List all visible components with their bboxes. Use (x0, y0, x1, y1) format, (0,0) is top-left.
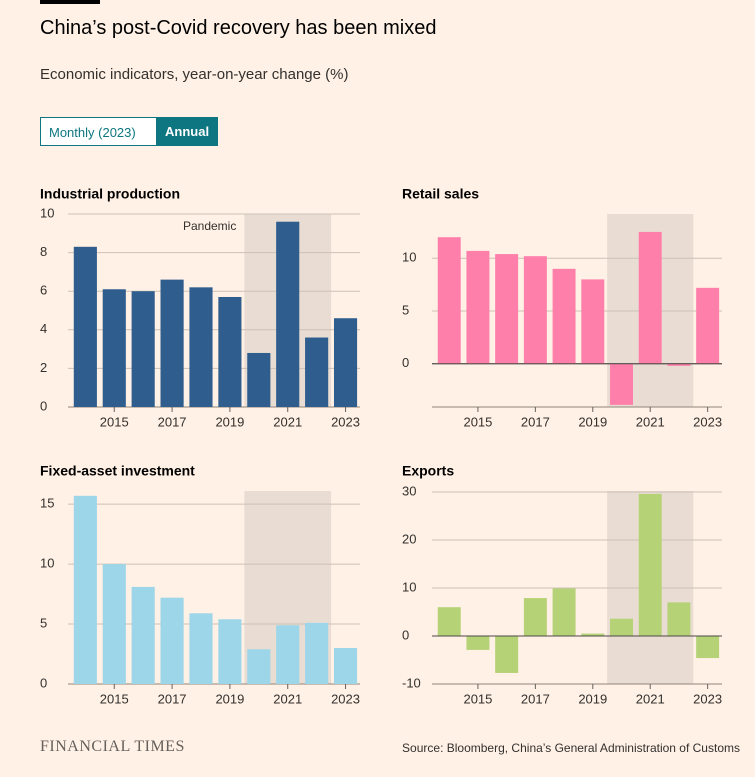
panel-title: Industrial production (40, 186, 180, 202)
x-tick-label: 2021 (636, 691, 665, 706)
y-tick-label: 4 (40, 321, 47, 336)
panel-title: Exports (402, 463, 454, 479)
bar (437, 237, 461, 364)
bar (495, 635, 519, 673)
bar (437, 607, 461, 636)
bar (696, 287, 720, 364)
y-tick-label: 10 (40, 556, 54, 571)
x-tick-label: 2021 (636, 414, 665, 429)
bar (276, 625, 300, 684)
x-tick-label: 2019 (215, 414, 244, 429)
bar (131, 291, 155, 407)
y-tick-label: 10 (402, 250, 416, 265)
bar (73, 495, 97, 684)
bar (552, 588, 576, 636)
bar (466, 635, 490, 650)
bar (610, 618, 633, 636)
x-tick-label: 2023 (331, 691, 360, 706)
bar (189, 613, 213, 684)
toggle-button[interactable]: Annual (157, 117, 218, 146)
bar (552, 268, 576, 364)
y-tick-label: 0 (402, 627, 409, 642)
x-tick-label: 2023 (331, 414, 360, 429)
x-tick-label: 2015 (463, 691, 492, 706)
y-tick-label: 5 (402, 302, 409, 317)
y-tick-label: 0 (40, 675, 47, 690)
toggle-button[interactable]: Monthly (2023) (40, 117, 157, 146)
panel-title: Retail sales (402, 186, 479, 202)
y-tick-label: 10 (402, 579, 416, 594)
y-tick-label: 20 (402, 531, 416, 546)
title: China’s post-Covid recovery has been mix… (40, 17, 437, 39)
bar (218, 619, 242, 684)
bar (131, 586, 155, 684)
bar (160, 279, 184, 407)
bar (610, 363, 633, 405)
y-tick-label: 6 (40, 283, 47, 298)
bar (247, 649, 271, 684)
y-tick-label: 8 (40, 244, 47, 259)
x-tick-label: 2015 (100, 414, 129, 429)
bar (102, 289, 126, 407)
x-tick-label: 2017 (521, 691, 550, 706)
y-tick-label: 15 (40, 496, 54, 511)
x-tick-label: 2019 (578, 691, 607, 706)
bar (638, 231, 662, 364)
bar (305, 622, 329, 684)
bar (581, 279, 605, 364)
y-tick-label: -10 (402, 675, 421, 690)
bar (73, 246, 97, 407)
bar (247, 352, 271, 407)
bar (466, 250, 490, 364)
bar (333, 648, 358, 684)
bar (305, 337, 329, 407)
x-tick-label: 2017 (521, 414, 550, 429)
x-tick-label: 2021 (273, 691, 302, 706)
x-tick-label: 2023 (693, 691, 722, 706)
source: Source: Bloomberg, China’s General Admin… (402, 741, 740, 755)
y-tick-label: 5 (40, 615, 47, 630)
y-tick-label: 0 (40, 398, 47, 413)
bar (218, 296, 242, 407)
y-tick-label: 2 (40, 360, 47, 375)
bar (523, 598, 547, 636)
pandemic-label: Pandemic (183, 219, 236, 233)
bar (102, 564, 126, 684)
y-tick-label: 10 (40, 205, 54, 220)
bar (667, 363, 691, 366)
bar (333, 318, 358, 407)
top-rule (40, 0, 100, 4)
subtitle: Economic indicators, year-on-year change… (40, 66, 349, 83)
y-tick-label: 30 (402, 483, 416, 498)
panel-title: Fixed-asset investment (40, 463, 195, 479)
bar (495, 254, 519, 364)
bar (160, 597, 184, 684)
bar (581, 633, 605, 636)
logo: FINANCIAL TIMES (40, 738, 185, 755)
x-tick-label: 2023 (693, 414, 722, 429)
bar (638, 493, 662, 636)
bar (189, 287, 213, 407)
x-tick-label: 2015 (463, 414, 492, 429)
bar (696, 635, 720, 659)
bar (667, 602, 691, 636)
y-tick-label: 0 (402, 355, 409, 370)
x-tick-label: 2015 (100, 691, 129, 706)
x-tick-label: 2019 (215, 691, 244, 706)
x-tick-label: 2017 (158, 414, 187, 429)
x-tick-label: 2021 (273, 414, 302, 429)
x-tick-label: 2017 (158, 691, 187, 706)
bar (523, 256, 547, 364)
bar (276, 221, 300, 407)
x-tick-label: 2019 (578, 414, 607, 429)
